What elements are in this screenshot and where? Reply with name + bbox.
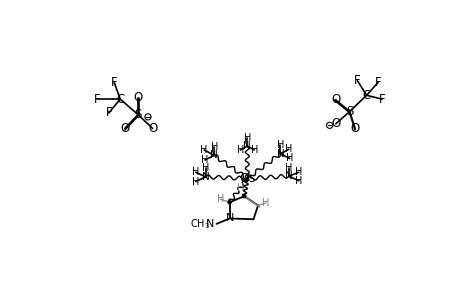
- Text: N: N: [202, 172, 209, 182]
- Text: F: F: [94, 93, 100, 106]
- Text: N: N: [276, 149, 284, 159]
- Text: F: F: [378, 93, 385, 106]
- Text: F: F: [374, 76, 381, 89]
- Text: H: H: [262, 198, 269, 208]
- Text: O: O: [330, 93, 340, 106]
- Circle shape: [242, 195, 245, 198]
- Text: H: H: [295, 176, 302, 186]
- Text: H: H: [276, 140, 284, 150]
- Text: F: F: [111, 76, 117, 89]
- Text: H: H: [285, 163, 292, 173]
- Text: H: H: [201, 155, 208, 165]
- Text: S: S: [345, 105, 353, 118]
- Text: C: C: [362, 89, 370, 102]
- Text: O: O: [148, 122, 157, 135]
- Text: H: H: [237, 183, 244, 193]
- Text: N: N: [210, 150, 218, 160]
- Text: H: H: [295, 167, 302, 177]
- Text: C: C: [116, 93, 124, 106]
- Text: H: H: [250, 145, 257, 155]
- Text: O: O: [133, 91, 142, 104]
- Text: H: H: [216, 194, 224, 204]
- Text: O: O: [120, 122, 129, 135]
- Text: N: N: [225, 214, 233, 224]
- Text: H: H: [191, 167, 199, 177]
- Text: F: F: [105, 106, 112, 119]
- Text: CH$_3$: CH$_3$: [190, 217, 210, 231]
- Text: S: S: [134, 108, 141, 121]
- Text: H: H: [285, 144, 292, 154]
- Text: O: O: [350, 122, 359, 135]
- Text: H: H: [200, 145, 207, 155]
- Text: H: H: [285, 153, 293, 164]
- Text: H: H: [243, 133, 251, 142]
- Circle shape: [228, 201, 230, 204]
- Text: F: F: [353, 74, 360, 87]
- Text: H: H: [202, 164, 209, 173]
- Text: H: H: [191, 176, 199, 187]
- Text: H: H: [236, 145, 244, 155]
- Text: N: N: [243, 141, 251, 151]
- Text: O: O: [330, 117, 340, 130]
- Text: N: N: [206, 219, 214, 229]
- Text: H: H: [210, 142, 218, 152]
- Text: Os: Os: [239, 172, 255, 185]
- Text: N: N: [285, 171, 292, 181]
